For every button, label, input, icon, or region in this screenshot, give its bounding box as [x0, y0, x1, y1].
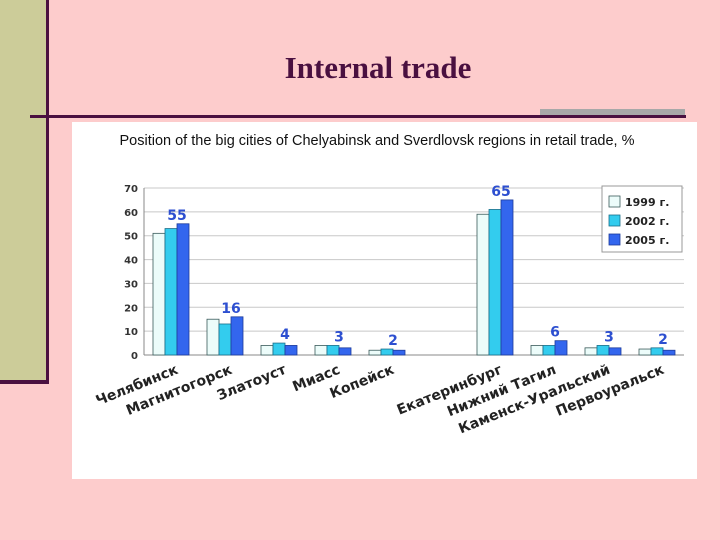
- data-label: 2: [388, 333, 398, 349]
- data-label: 16: [221, 301, 240, 317]
- left-decor-bottom: [0, 380, 49, 384]
- bar: [392, 349, 406, 356]
- title-rule: [30, 115, 686, 118]
- bar: [314, 345, 328, 356]
- left-decor-line: [46, 0, 49, 384]
- legend-swatch: [608, 195, 621, 208]
- y-tick-label: 40: [124, 256, 138, 267]
- data-label: 55: [167, 208, 186, 224]
- bar: [152, 232, 166, 356]
- bar: [608, 347, 622, 356]
- y-tick-label: 30: [124, 279, 138, 290]
- chart-panel: Position of the big cities of Chelyabins…: [72, 122, 697, 479]
- legend-label: 2005 г.: [625, 234, 669, 247]
- left-decor-bar: [0, 0, 46, 382]
- y-tick-label: 50: [124, 232, 138, 243]
- bar: [584, 347, 598, 356]
- bar: [500, 199, 514, 356]
- y-tick-label: 70: [124, 184, 138, 195]
- y-tick-label: 10: [124, 327, 138, 338]
- bar: [542, 345, 556, 356]
- y-tick-label: 0: [131, 351, 138, 362]
- bar: [164, 228, 178, 356]
- bar: [650, 347, 664, 356]
- data-label: 3: [604, 329, 614, 345]
- bar: [230, 316, 244, 356]
- y-tick-label: 20: [124, 303, 138, 314]
- bar: [530, 345, 544, 356]
- bar-chart: 01020304050607055Челябинск16Магнитогорск…: [94, 184, 684, 437]
- title-rule-accent: [540, 109, 685, 115]
- bar: [218, 323, 232, 356]
- bar: [380, 348, 394, 356]
- bar: [326, 345, 340, 356]
- bar: [596, 345, 610, 356]
- data-label: 4: [280, 327, 290, 343]
- legend-swatch: [608, 214, 621, 227]
- y-tick-label: 60: [124, 208, 138, 219]
- legend-label: 2002 г.: [625, 215, 669, 228]
- bar: [476, 213, 490, 356]
- bar: [176, 223, 190, 356]
- bar: [488, 209, 502, 356]
- chart-title: Position of the big cities of Chelyabins…: [119, 133, 635, 149]
- data-label: 65: [491, 184, 510, 200]
- bar: [284, 345, 298, 356]
- bar: [338, 347, 352, 356]
- bar: [272, 342, 286, 356]
- bar: [260, 345, 274, 356]
- data-label: 3: [334, 329, 344, 345]
- bar: [638, 348, 652, 356]
- bar: [662, 349, 676, 356]
- legend-swatch: [608, 233, 621, 246]
- bar: [368, 349, 382, 356]
- legend-label: 1999 г.: [625, 196, 669, 209]
- data-label: 6: [550, 325, 560, 341]
- bar: [554, 340, 568, 356]
- data-label: 2: [658, 332, 668, 348]
- slide-title: Internal trade: [284, 50, 472, 85]
- bar: [206, 318, 220, 356]
